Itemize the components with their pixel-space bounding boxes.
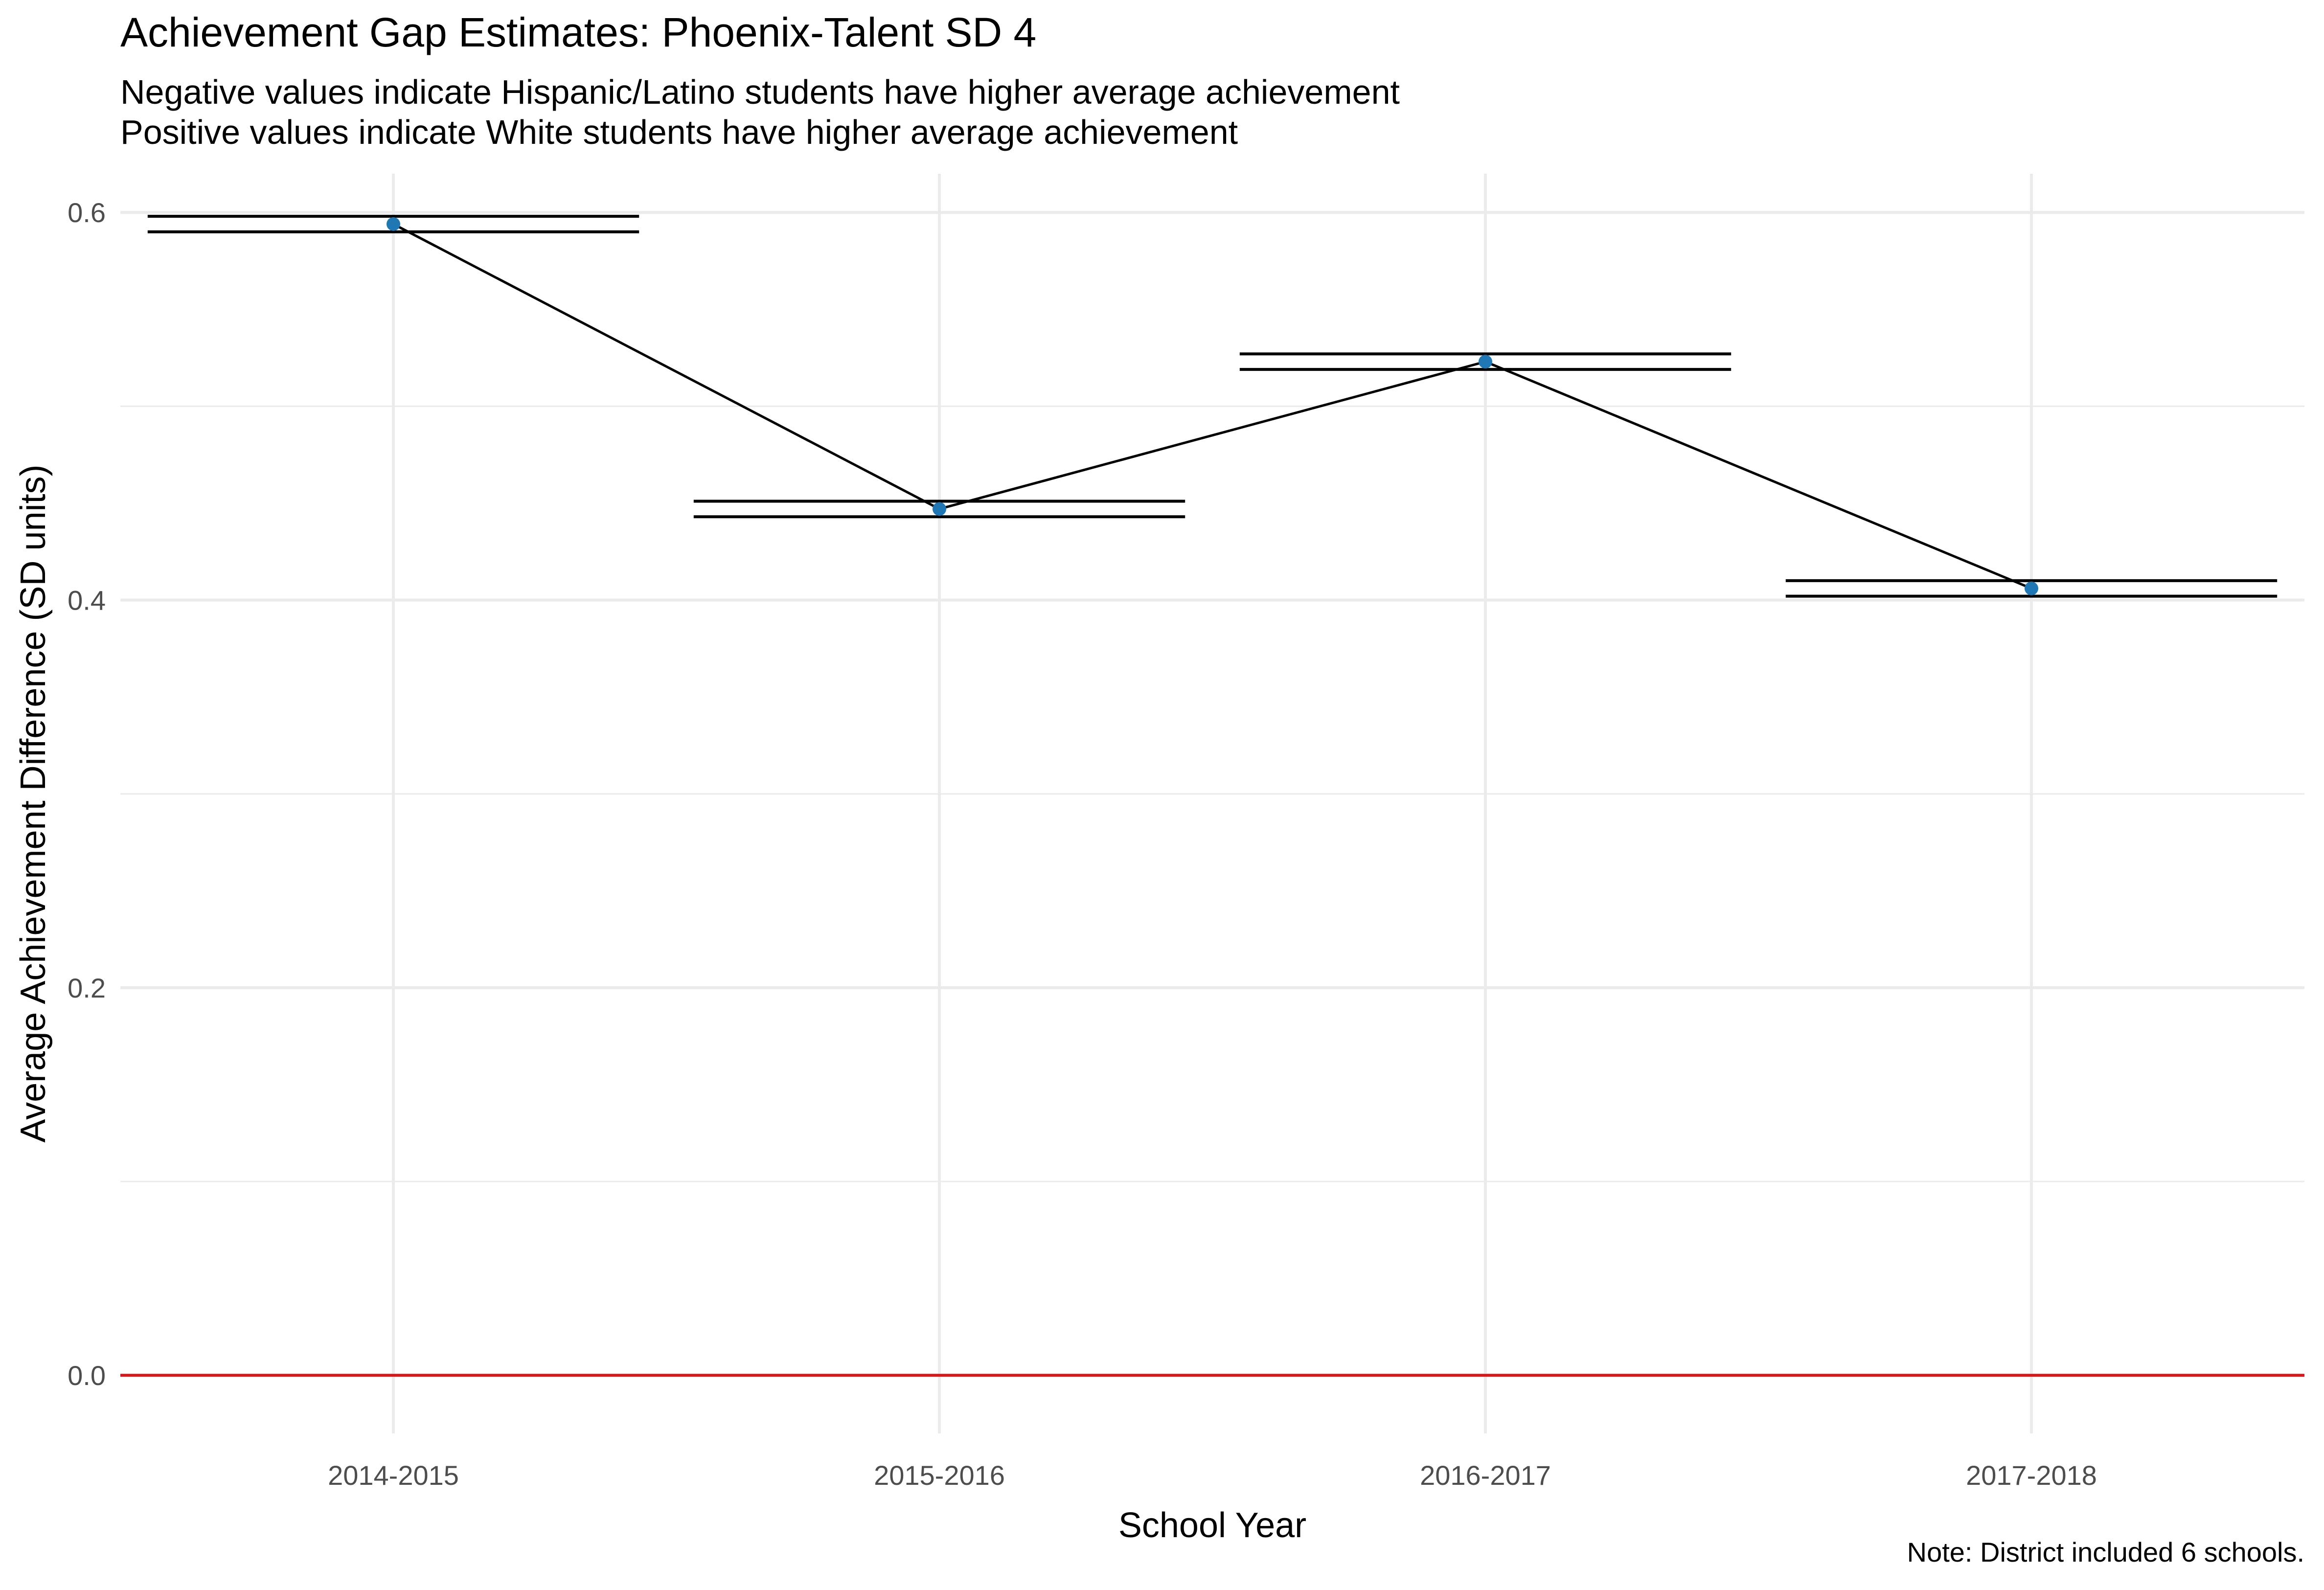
chart-subtitle-line-1: Negative values indicate Hispanic/Latino… xyxy=(120,73,1400,111)
x-tick-label: 2016-2017 xyxy=(1420,1460,1551,1491)
grid xyxy=(120,174,2304,1433)
data-point xyxy=(1479,355,1492,369)
x-axis-title: School Year xyxy=(1118,1506,1306,1545)
x-tick-label: 2015-2016 xyxy=(874,1460,1005,1491)
chart-subtitle-line-2: Positive values indicate White students … xyxy=(120,113,1238,151)
y-tick-label: 0.0 xyxy=(68,1360,106,1391)
data-point xyxy=(387,217,400,231)
chart-title: Achievement Gap Estimates: Phoenix-Talen… xyxy=(120,9,1037,55)
y-tick-label: 0.6 xyxy=(68,197,106,228)
x-tick-label: 2017-2018 xyxy=(1966,1460,2097,1491)
y-tick-label: 0.2 xyxy=(68,973,106,1003)
series-line xyxy=(392,223,2032,590)
y-axis-ticks: 0.0 0.2 0.4 0.6 xyxy=(68,197,106,1391)
data-point xyxy=(933,502,946,516)
series-line-layer xyxy=(392,223,2032,590)
y-axis-title: Average Achievement Difference (SD units… xyxy=(14,464,53,1142)
y-tick-label: 0.4 xyxy=(68,585,106,616)
points xyxy=(387,217,2038,595)
errorbars xyxy=(147,215,2278,598)
x-axis-ticks: 2014-2015 2015-2016 2016-2017 2017-2018 xyxy=(328,1460,2097,1491)
data-point xyxy=(2025,581,2038,595)
x-tick-label: 2014-2015 xyxy=(328,1460,459,1491)
chart-caption: Note: District included 6 schools. xyxy=(1907,1537,2304,1567)
